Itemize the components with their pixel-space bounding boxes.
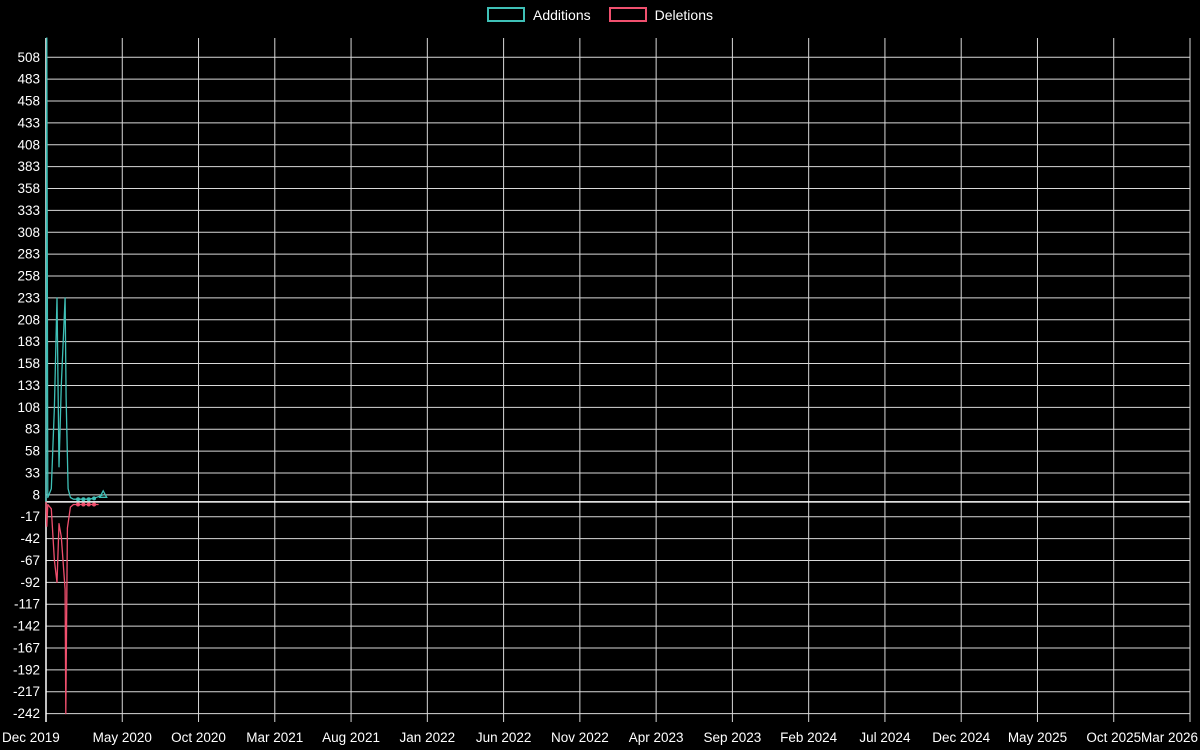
legend-swatch-additions	[487, 7, 526, 22]
svg-text:Aug 2021: Aug 2021	[322, 730, 380, 745]
svg-text:Mar 2021: Mar 2021	[246, 730, 303, 745]
svg-text:333: 333	[17, 203, 40, 218]
svg-text:83: 83	[25, 422, 40, 437]
svg-text:383: 383	[17, 159, 40, 174]
svg-text:-92: -92	[20, 575, 40, 590]
gridlines	[45, 38, 1191, 722]
svg-text:Oct 2025: Oct 2025	[1086, 730, 1141, 745]
svg-text:433: 433	[17, 115, 40, 130]
series-deletions	[45, 501, 99, 715]
legend-item-deletions[interactable]: Deletions	[608, 6, 713, 23]
legend: Additions Deletions	[0, 7, 1200, 22]
legend-label-deletions: Deletions	[654, 6, 713, 23]
svg-text:33: 33	[25, 465, 40, 480]
svg-text:8: 8	[32, 487, 40, 502]
svg-text:May 2020: May 2020	[93, 730, 152, 745]
svg-text:Jun 2022: Jun 2022	[476, 730, 532, 745]
svg-text:208: 208	[17, 312, 40, 327]
svg-text:508: 508	[17, 50, 40, 65]
svg-text:Jul 2024: Jul 2024	[859, 730, 911, 745]
svg-text:-167: -167	[13, 640, 40, 655]
svg-text:408: 408	[17, 137, 40, 152]
svg-text:-217: -217	[13, 684, 40, 699]
axes	[45, 38, 1190, 722]
svg-text:Dec 2019: Dec 2019	[2, 730, 60, 745]
svg-text:108: 108	[17, 400, 40, 415]
svg-text:458: 458	[17, 94, 40, 109]
svg-text:-192: -192	[13, 662, 40, 677]
svg-text:-17: -17	[20, 509, 40, 524]
svg-text:Dec 2024: Dec 2024	[932, 730, 990, 745]
svg-text:-42: -42	[20, 531, 40, 546]
svg-text:May 2025: May 2025	[1008, 730, 1067, 745]
legend-swatch-deletions	[608, 7, 647, 22]
legend-label-additions: Additions	[533, 6, 591, 23]
svg-text:133: 133	[17, 378, 40, 393]
svg-text:258: 258	[17, 269, 40, 284]
svg-text:283: 283	[17, 247, 40, 262]
svg-text:183: 183	[17, 334, 40, 349]
svg-text:Apr 2023: Apr 2023	[629, 730, 684, 745]
legend-item-additions[interactable]: Additions	[487, 7, 591, 22]
svg-text:Mar 2026: Mar 2026	[1141, 730, 1198, 745]
svg-text:233: 233	[17, 290, 40, 305]
svg-text:-117: -117	[14, 597, 40, 612]
svg-text:358: 358	[17, 181, 40, 196]
svg-text:Feb 2024: Feb 2024	[780, 730, 838, 745]
svg-text:Oct 2020: Oct 2020	[171, 730, 226, 745]
svg-text:-142: -142	[13, 619, 40, 634]
svg-text:58: 58	[25, 444, 40, 459]
svg-text:Nov 2022: Nov 2022	[551, 730, 609, 745]
svg-text:158: 158	[17, 356, 40, 371]
svg-text:Sep 2023: Sep 2023	[703, 730, 761, 745]
svg-text:-242: -242	[13, 706, 40, 721]
svg-text:308: 308	[17, 225, 40, 240]
svg-text:483: 483	[17, 72, 40, 87]
series-additions	[45, 37, 108, 502]
axis-tick-labels: 508 483 458 433 408 383 358 333 308 283 258 233 208 1…	[2, 50, 1198, 745]
svg-text:Jan 2022: Jan 2022	[400, 730, 456, 745]
svg-text:-67: -67	[20, 553, 40, 568]
